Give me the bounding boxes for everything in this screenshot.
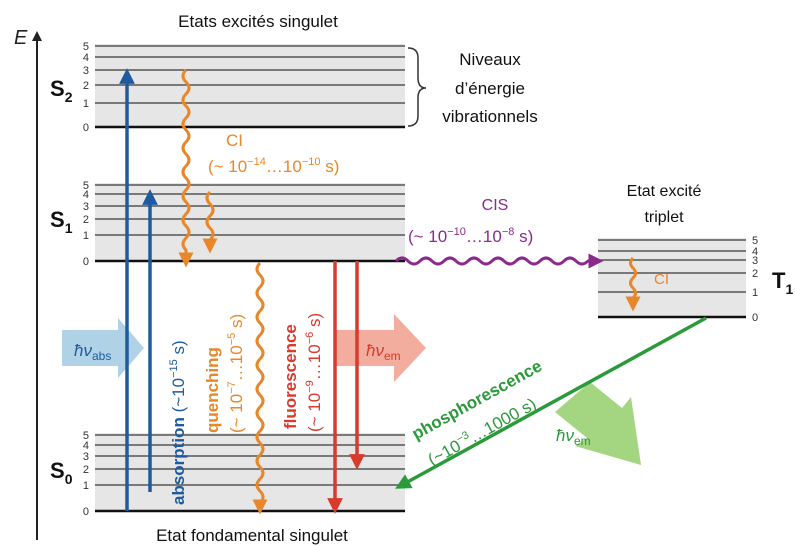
isc-time-label: (~ 10−10…10−8 s) [408, 226, 533, 246]
photon-abs-arrow [62, 318, 144, 378]
ic-time-label: (~ 10−14…10−10 s) [208, 156, 339, 176]
s1-band [95, 183, 405, 263]
t1-level-5: 5 [752, 235, 758, 247]
s0-level-3: 3 [83, 451, 89, 463]
s2-level-1: 1 [83, 98, 89, 110]
t1-level-2: 2 [752, 268, 758, 280]
ic-wavy-arrow-s1-relax [202, 190, 218, 254]
photon-abs-label: ħνabs [74, 341, 111, 363]
s0-level-1: 1 [83, 480, 89, 492]
vibrational-label-line2: d’énergie [455, 79, 525, 98]
vibrational-brace [407, 47, 427, 127]
t1-level-0: 0 [752, 312, 758, 324]
s1-level-0: 0 [83, 256, 89, 268]
t1-level-1: 1 [752, 287, 758, 299]
triplet-ic-wavy-arrow [625, 256, 641, 312]
photon-em-label: ħνem [366, 341, 401, 363]
absorption-label: absorption (~10−15 s) [168, 340, 188, 505]
s1-level-1: 1 [83, 230, 89, 242]
t1-level-numbers: 5 4 3 2 1 0 [752, 235, 758, 324]
s1-level-5: 5 [83, 180, 89, 192]
phosphorescence-arrow [395, 316, 707, 489]
s1-level-numbers: 5 4 3 2 1 0 [83, 180, 89, 268]
s1-level-2: 2 [83, 214, 89, 226]
s0-level-0: 0 [83, 506, 89, 518]
s2-state-label: S2 [50, 76, 73, 105]
s2-level-numbers: 5 4 3 2 1 0 [83, 41, 89, 134]
s2-level-3: 3 [83, 65, 89, 77]
quenching-time-label: (~ 10−7…10−5 s) [226, 314, 246, 433]
ic-wavy-arrow-s2-s1 [178, 68, 194, 268]
fluorescence-time-label: (~ 10−9…10−6 s) [304, 313, 324, 432]
ic-label: CI [226, 131, 243, 150]
s1-state-label: S1 [50, 207, 73, 236]
t1-level-3: 3 [752, 255, 758, 267]
s0-state-label: S0 [50, 458, 73, 487]
energy-axis-label: E [14, 27, 28, 49]
s1-level-4: 4 [83, 189, 89, 201]
s0-level-numbers: 5 4 3 2 1 0 [83, 430, 89, 518]
s2-level-2: 2 [83, 80, 89, 92]
s1-level-3: 3 [83, 201, 89, 213]
s0-level-2: 2 [83, 464, 89, 476]
s0-level-4: 4 [83, 440, 89, 452]
triplet-title-line2: triplet [644, 209, 684, 226]
s2-level-5: 5 [83, 41, 89, 53]
s2-band [95, 44, 405, 129]
s0-level-5: 5 [83, 430, 89, 442]
bottom-title: Etat fondamental singulet [156, 526, 348, 545]
isc-label: CIS [482, 197, 509, 214]
fluorescence-label: fluorescence [281, 324, 300, 429]
triplet-title-line1: Etat excité [627, 183, 702, 200]
quenching-label: quenching [203, 347, 222, 433]
triplet-ic-label: CI [654, 271, 669, 288]
t1-band [598, 238, 746, 319]
vibrational-label-line1: Niveaux [459, 50, 521, 69]
t1-state-label: T1 [772, 268, 793, 297]
isc-wavy-arrow [394, 253, 604, 269]
photon-em-phos-label: ħνem [556, 426, 591, 448]
s2-level-0: 0 [83, 122, 89, 134]
s0-band [95, 433, 405, 513]
vibrational-label-line3: vibrationnels [442, 107, 537, 126]
top-title: Etats excités singulet [178, 12, 338, 31]
t1-level-4: 4 [752, 246, 758, 258]
s2-level-4: 4 [83, 52, 89, 64]
photon-em-phos-arrow [555, 382, 641, 465]
quenching-wavy-arrow [252, 261, 268, 515]
